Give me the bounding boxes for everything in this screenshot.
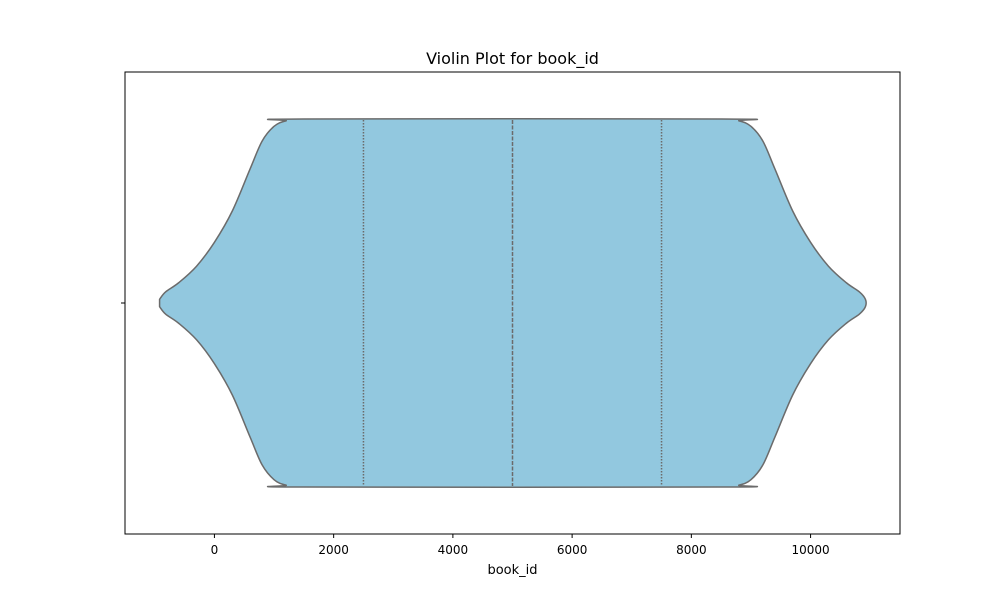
chart-title: Violin Plot for book_id xyxy=(426,49,599,69)
x-axis: 0 2000 4000 6000 8000 10000 xyxy=(211,534,830,557)
x-axis-label: book_id xyxy=(487,563,537,578)
x-tick-label: 10000 xyxy=(791,543,829,557)
x-tick-label: 2000 xyxy=(318,543,349,557)
x-tick-label: 8000 xyxy=(676,543,707,557)
x-tick-label: 0 xyxy=(211,543,219,557)
x-tick-label: 6000 xyxy=(557,543,588,557)
plot-area xyxy=(158,118,867,488)
x-tick-label: 4000 xyxy=(438,543,469,557)
